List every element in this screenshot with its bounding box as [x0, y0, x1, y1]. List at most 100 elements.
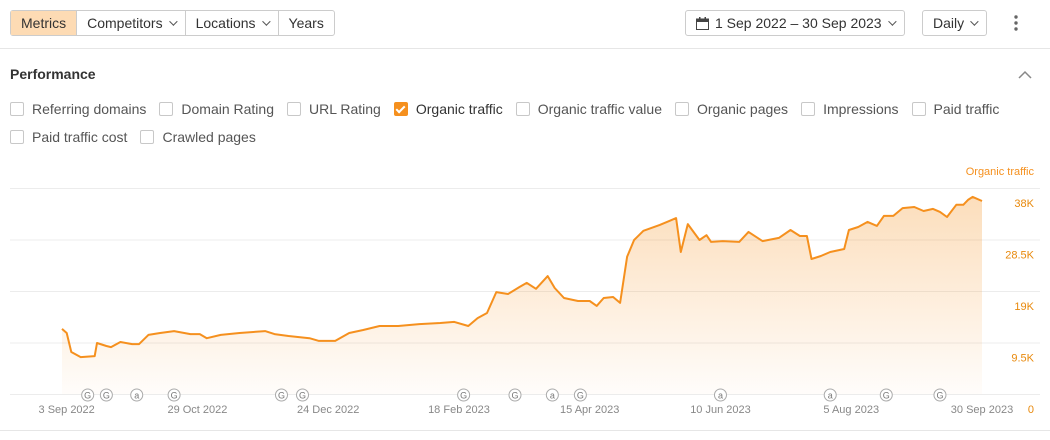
- annotation-circle: [545, 388, 559, 402]
- annotation-circle: [713, 388, 727, 402]
- annotation-circle: [274, 388, 288, 402]
- metric-label: Domain Rating: [181, 101, 274, 117]
- annotation-circle: [879, 388, 893, 402]
- annotation-marker: G: [508, 388, 522, 402]
- annotation-circle: [81, 388, 95, 402]
- annotation-label: G: [171, 391, 178, 401]
- metric-option[interactable]: Organic traffic: [393, 99, 503, 119]
- metric-label: URL Rating: [309, 101, 381, 117]
- annotation-label: G: [460, 391, 467, 401]
- x-tick-label: 10 Jun 2023: [690, 404, 751, 416]
- tab-label: Competitors: [87, 15, 163, 31]
- tab[interactable]: Years: [277, 11, 334, 35]
- interval-button[interactable]: Daily: [922, 10, 988, 36]
- checkbox: [140, 130, 155, 144]
- x-tick-label: 30 Sep 2023: [951, 404, 1013, 416]
- checkbox: [287, 102, 301, 116]
- y-tick-label: 19K: [1014, 301, 1034, 313]
- section-title: Performance: [10, 66, 96, 82]
- metric-label: Organic traffic value: [537, 101, 662, 117]
- annotation-label: G: [577, 391, 584, 401]
- annotation-label: a: [134, 391, 139, 401]
- x-tick-label: 24 Dec 2022: [297, 404, 359, 416]
- annotation-label: G: [936, 391, 943, 401]
- metric-label: Paid traffic: [933, 101, 1000, 117]
- annotation-label: G: [103, 391, 110, 401]
- annotation-label: G: [278, 391, 285, 401]
- y-tick-label: 28.5K: [1005, 250, 1034, 262]
- date-range-button[interactable]: 1 Sep 2022 – 30 Sep 2023: [685, 10, 905, 36]
- metric-option[interactable]: Paid traffic: [911, 99, 1000, 119]
- chevron: [168, 17, 178, 26]
- annotation-circle: [933, 388, 947, 402]
- annotation-marker: a: [130, 388, 144, 402]
- annotation-marker: G: [274, 388, 288, 402]
- line: [61, 195, 983, 359]
- annotation-marker: a: [823, 388, 837, 402]
- metric-label: Organic traffic: [415, 101, 503, 117]
- annotation-label: G: [883, 391, 890, 401]
- tab-label: Locations: [195, 15, 256, 31]
- calendar-icon: [696, 16, 709, 30]
- x-tick-label: 15 Apr 2023: [560, 404, 619, 416]
- metric-option[interactable]: Impressions: [801, 99, 899, 119]
- metric-label: Paid traffic cost: [32, 129, 128, 145]
- y-tick-label: 38K: [1014, 198, 1034, 210]
- annotation-label: a: [550, 391, 555, 401]
- annotation-marker: G: [457, 388, 471, 402]
- x-tick-label: 29 Oct 2022: [167, 404, 227, 416]
- x-tick-label: 5 Aug 2023: [823, 404, 879, 416]
- chevron: [261, 17, 271, 26]
- metric-label: Referring domains: [32, 101, 147, 117]
- annotation-marker: G: [573, 388, 587, 402]
- annotation-label: G: [299, 391, 306, 401]
- chevron: [970, 17, 979, 26]
- annotation-label: a: [718, 391, 723, 401]
- annotation-circle: [508, 388, 522, 402]
- interval: Daily: [933, 15, 965, 31]
- annotation-circle: [457, 388, 471, 402]
- collapse-icon[interactable]: [1018, 70, 1032, 79]
- checkbox: [159, 102, 174, 116]
- metric-label: Organic pages: [697, 101, 789, 117]
- annotation-circle: [823, 388, 837, 402]
- metric-option[interactable]: Domain Rating: [159, 99, 274, 119]
- annotation-circle: [296, 388, 310, 402]
- checkbox: [10, 130, 24, 144]
- area: [62, 196, 982, 394]
- annotation-marker: G: [933, 388, 947, 402]
- metric-option[interactable]: Crawled pages: [140, 127, 256, 147]
- tab[interactable]: Metrics: [11, 11, 77, 35]
- x-tick-label: 18 Feb 2023: [428, 404, 490, 416]
- annotation-circle: [99, 388, 113, 402]
- annotation-marker: a: [545, 388, 559, 402]
- tab[interactable]: Competitors: [76, 11, 184, 35]
- checkbox: [393, 102, 408, 116]
- metric-option[interactable]: Organic traffic value: [515, 99, 662, 119]
- tab[interactable]: Locations: [184, 11, 278, 35]
- annotation-marker: a: [713, 388, 727, 402]
- metric-label: Impressions: [823, 101, 899, 117]
- metric-option[interactable]: Referring domains: [10, 99, 146, 119]
- metric-option[interactable]: Paid traffic cost: [10, 127, 127, 147]
- checkbox: [10, 102, 24, 116]
- metric-option[interactable]: URL Rating: [287, 99, 381, 119]
- annotation-label: G: [84, 391, 91, 401]
- annotation-marker: G: [879, 388, 893, 402]
- checkbox: [801, 102, 816, 116]
- annotation-marker: G: [296, 388, 310, 402]
- annotation-circle: [167, 388, 181, 402]
- x-tick-label: 3 Sep 2022: [39, 404, 95, 416]
- metric-option[interactable]: Organic pages: [675, 99, 788, 119]
- more-menu[interactable]: [1014, 15, 1018, 31]
- series-label: Organic traffic: [966, 166, 1035, 178]
- annotation-circle: [573, 388, 587, 402]
- annotation-circle: [130, 388, 144, 402]
- annotation-marker: G: [167, 388, 181, 402]
- date-range: 1 Sep 2022 – 30 Sep 2023: [715, 15, 882, 31]
- annotation-label: G: [511, 391, 518, 401]
- chevron: [887, 17, 897, 26]
- metric-label: Crawled pages: [162, 129, 256, 145]
